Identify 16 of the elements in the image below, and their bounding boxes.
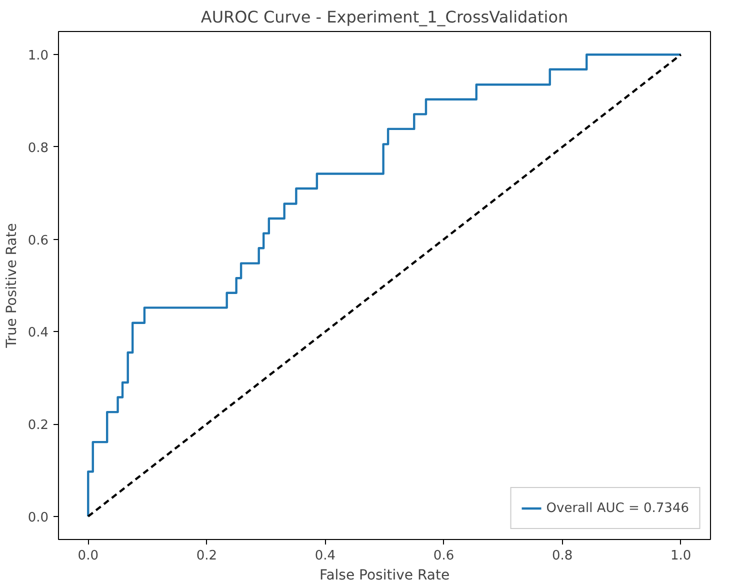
x-tick-label: 0.6	[433, 548, 454, 564]
y-tick-label: 0.0	[28, 510, 49, 526]
x-tick-label: 1.0	[670, 548, 692, 564]
y-tick-label: 0.8	[28, 140, 49, 156]
x-tick-label: 0.0	[78, 548, 98, 564]
x-axis-title: False Positive Rate	[319, 568, 450, 584]
y-axis-title: True Positive Rate	[4, 223, 20, 349]
y-tick-label: 0.2	[28, 418, 49, 434]
legend-label: Overall AUC = 0.7346	[546, 500, 689, 516]
chart-title: AUROC Curve - Experiment_1_CrossValidation	[200, 8, 568, 26]
x-tick-label: 0.4	[314, 548, 336, 564]
y-tick-label: 1.0	[28, 48, 49, 64]
x-tick-label: 0.8	[552, 548, 573, 564]
y-tick-label: 0.6	[28, 233, 49, 248]
x-tick-label: 0.2	[196, 548, 218, 564]
y-tick-label: 0.4	[28, 326, 49, 341]
